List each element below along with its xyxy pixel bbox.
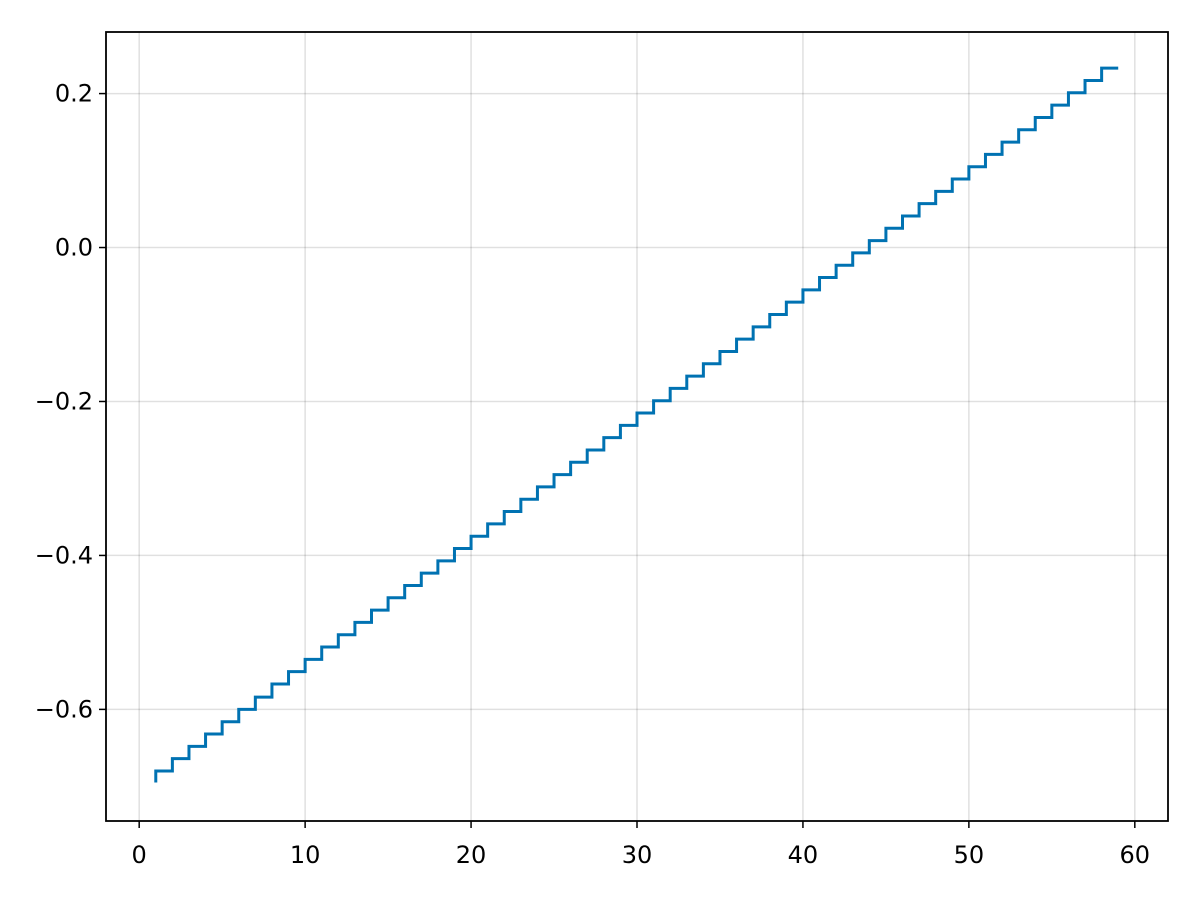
y-tick-label: 0.2 [55,80,93,108]
y-tick-label: 0.0 [55,234,93,262]
x-tick-label: 10 [290,841,321,869]
label-layer: 0 10 20 30 40 50 60 −0.6 −0.4 −0.2 0.0 0.2 [35,80,1150,869]
step-series-line [154,66,1119,783]
x-tick-label: 50 [954,841,985,869]
grid-layer [106,32,1168,821]
x-tick-label: 60 [1120,841,1151,869]
x-tick-label: 30 [622,841,653,869]
x-tick-label: 40 [788,841,819,869]
y-tick-label: −0.6 [35,695,93,723]
series-layer [154,66,1119,783]
tick-layer [99,92,1136,828]
x-tick-label: 0 [132,841,147,869]
x-tick-label: 20 [456,841,487,869]
y-tick-label: −0.2 [35,387,93,415]
y-tick-label: −0.4 [35,541,93,569]
